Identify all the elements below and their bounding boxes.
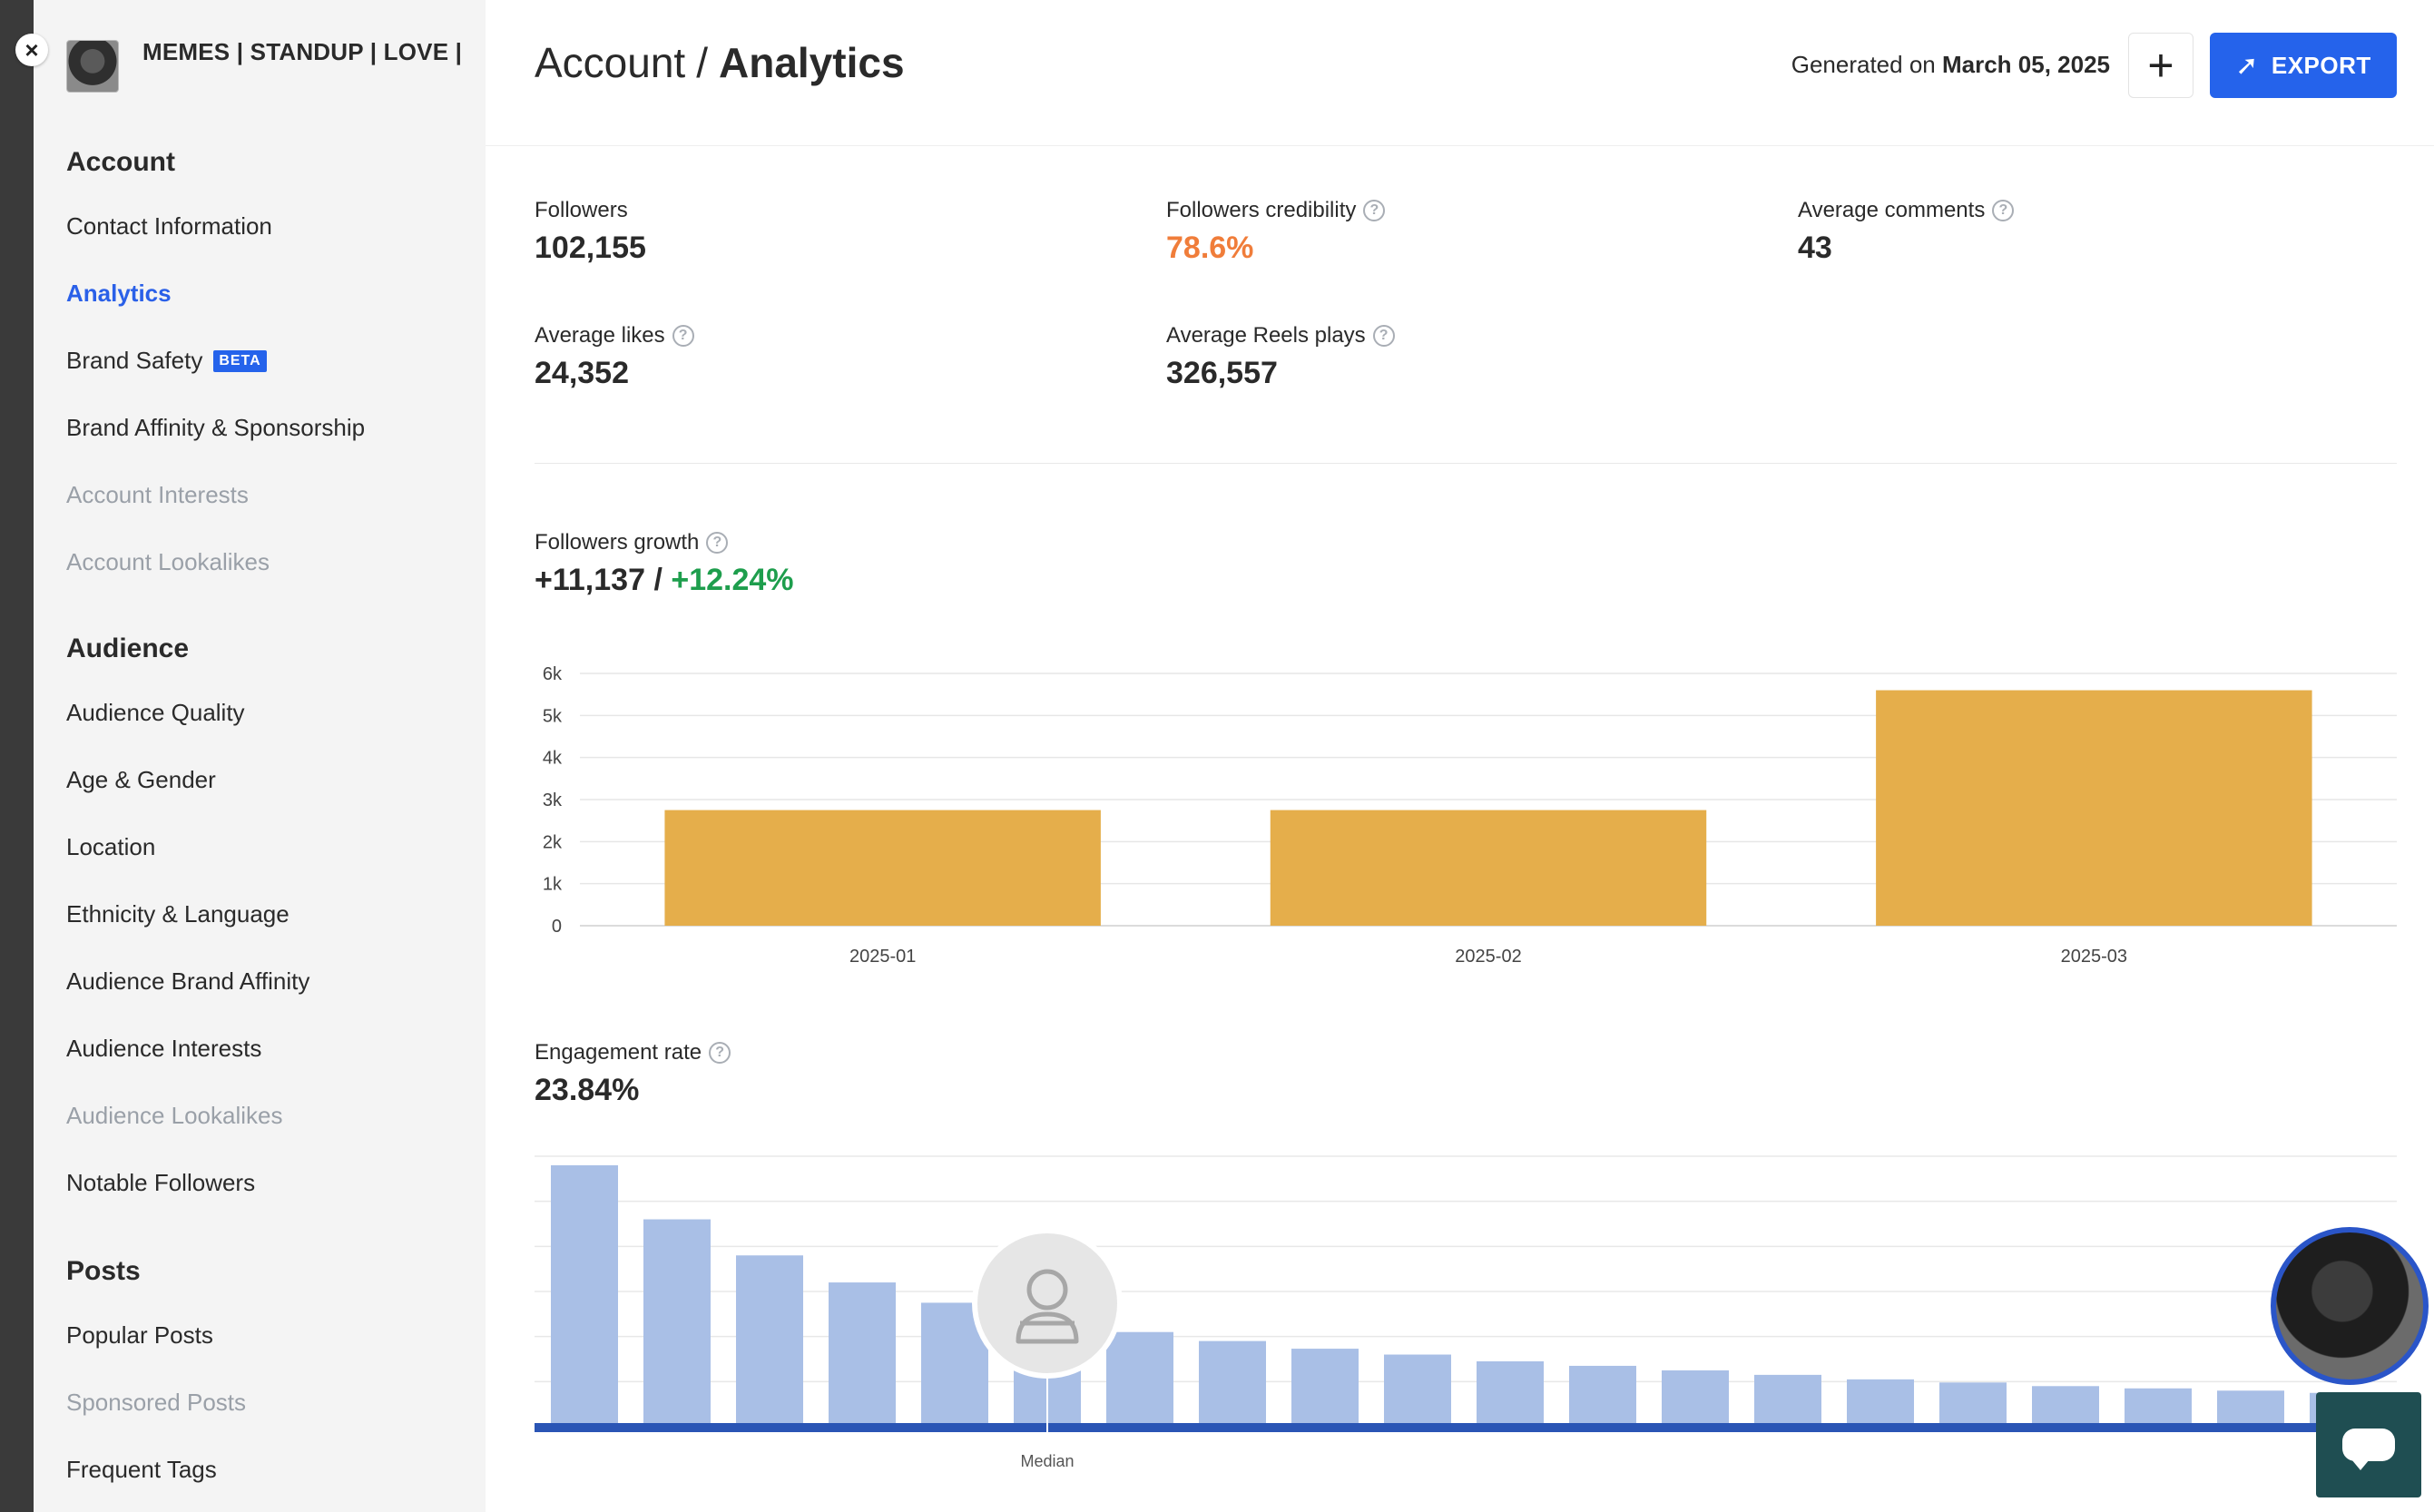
sidebar-item-audience-quality[interactable]: Audience Quality [66, 699, 245, 726]
chat-button[interactable] [2316, 1392, 2421, 1497]
y-tick-label: 1k [543, 875, 563, 895]
profile-header: MEMES | STANDUP | LOVE | [66, 38, 463, 93]
sidebar-item-account-lookalikes[interactable]: Account Lookalikes [66, 548, 270, 575]
beta-badge: BETA [213, 349, 267, 372]
stat-followers-growth: Followers growth? +11,137 / +12.24% [535, 530, 794, 597]
help-icon[interactable]: ? [1363, 200, 1386, 221]
left-dark-strip [0, 0, 34, 1512]
sidebar-item-notable-followers[interactable]: Notable Followers [66, 1169, 256, 1196]
sidebar-item-popular-posts[interactable]: Popular Posts [66, 1321, 213, 1349]
sidebar-item-analytics[interactable]: Analytics [66, 280, 172, 307]
close-icon[interactable]: × [15, 34, 48, 66]
stat-engagement-rate: Engagement rate? 23.84% [535, 1040, 731, 1108]
sidebar-item-audience-brand-affinity[interactable]: Audience Brand Affinity [66, 967, 310, 995]
engagement-bar[interactable] [1291, 1349, 1359, 1427]
engagement-bar[interactable] [551, 1164, 618, 1427]
y-tick-label: 6k [543, 664, 563, 684]
engagement-bar[interactable] [1939, 1382, 2007, 1427]
growth-bar[interactable] [1270, 810, 1707, 926]
sidebar-item-age-gender[interactable]: Age & Gender [66, 766, 216, 793]
stat-average-reels-plays: Average Reels plays? 326,557 [1166, 323, 1395, 391]
sidebar-item-ethnicity-language[interactable]: Ethnicity & Language [66, 900, 290, 928]
help-icon[interactable]: ? [672, 325, 694, 347]
main-content: Account / Analytics Generated on March 05,… [486, 0, 2434, 1512]
help-icon[interactable]: ? [1992, 200, 2015, 221]
sidebar-item-audience-lookalikes[interactable]: Audience Lookalikes [66, 1102, 283, 1129]
stat-average-comments: Average comments? 43 [1798, 198, 2015, 266]
y-tick-label: 5k [543, 706, 563, 726]
followers-growth-chart: 0 1k 2k 3k 4k 5k 6k 2025-01 2025-02 2025-03 [543, 664, 2397, 967]
sidebar: MEMES | STANDUP | LOVE | Account Contact… [34, 0, 486, 1512]
engagement-bar[interactable] [1199, 1340, 1266, 1427]
x-tick-label: 2025-03 [2061, 947, 2127, 967]
sidebar-section-audience: Audience [66, 633, 190, 663]
header-divider [486, 145, 2434, 146]
engagement-bar[interactable] [2125, 1388, 2192, 1427]
engagement-bar[interactable] [2217, 1390, 2284, 1427]
sidebar-item-brand-safety[interactable]: Brand Safety BETA [66, 347, 267, 375]
y-tick-label: 2k [543, 832, 563, 852]
sidebar-section-account: Account [66, 147, 175, 177]
engagement-bar[interactable] [2032, 1386, 2099, 1427]
sidebar-item-account-interests[interactable]: Account Interests [66, 481, 249, 508]
growth-bar[interactable] [1876, 690, 2312, 926]
x-tick-label: 2025-02 [1455, 947, 1521, 967]
breadcrumb-current: Analytics [719, 39, 905, 86]
add-button[interactable]: + [2128, 33, 2194, 98]
profile-floating-avatar[interactable] [2271, 1227, 2429, 1385]
engagement-bar[interactable] [1847, 1379, 1914, 1427]
section-divider [535, 463, 2397, 464]
growth-bar[interactable] [664, 810, 1101, 926]
help-icon[interactable]: ? [709, 1042, 731, 1064]
sidebar-item-contact-information[interactable]: Contact Information [66, 212, 272, 240]
stat-followers: Followers 102,155 [535, 198, 646, 265]
breadcrumb-parent[interactable]: Account [535, 39, 686, 86]
export-arrow-icon: ➚ [2235, 50, 2259, 81]
profile-name: MEMES | STANDUP | LOVE | [142, 38, 463, 65]
median-label: Median [1020, 1452, 1074, 1470]
stat-average-likes: Average likes? 24,352 [535, 323, 694, 391]
sidebar-item-frequent-tags[interactable]: Frequent Tags [66, 1456, 217, 1483]
engagement-bar[interactable] [1477, 1360, 1544, 1427]
sidebar-item-location[interactable]: Location [66, 833, 156, 860]
export-button[interactable]: ➚ EXPORT [2210, 33, 2397, 98]
engagement-bar[interactable] [1106, 1331, 1173, 1427]
sidebar-item-brand-affinity[interactable]: Brand Affinity & Sponsorship [66, 414, 366, 441]
stat-followers-credibility: Followers credibility? 78.6% [1166, 198, 1386, 266]
avatar [66, 40, 119, 93]
sidebar-item-sponsored-posts[interactable]: Sponsored Posts [66, 1389, 247, 1416]
x-tick-label: 2025-01 [849, 947, 916, 967]
page-title: Account / Analytics [535, 38, 905, 87]
engagement-bar[interactable] [1569, 1365, 1636, 1427]
engagement-bar[interactable] [1662, 1370, 1729, 1427]
help-icon[interactable]: ? [706, 532, 729, 554]
engagement-bar[interactable] [1384, 1354, 1451, 1427]
y-tick-label: 3k [543, 790, 563, 810]
engagement-baseline [535, 1423, 2397, 1432]
chat-bubble-icon [2342, 1429, 2395, 1470]
breadcrumb-separator: / [696, 39, 708, 86]
y-tick-label: 4k [543, 749, 563, 769]
generated-date: Generated on March 05, 2025 [1791, 51, 2110, 78]
help-icon[interactable]: ? [1372, 325, 1395, 347]
median-avatar-icon[interactable] [972, 1228, 1123, 1379]
engagement-bar[interactable] [829, 1282, 896, 1427]
engagement-rate-chart: Median [535, 1155, 2397, 1470]
y-tick-label: 0 [552, 917, 562, 937]
sidebar-item-audience-interests[interactable]: Audience Interests [66, 1035, 262, 1062]
sidebar-section-posts: Posts [66, 1256, 141, 1286]
engagement-bar[interactable] [736, 1255, 803, 1427]
engagement-bar[interactable] [1754, 1374, 1821, 1427]
engagement-bar[interactable] [643, 1219, 711, 1427]
